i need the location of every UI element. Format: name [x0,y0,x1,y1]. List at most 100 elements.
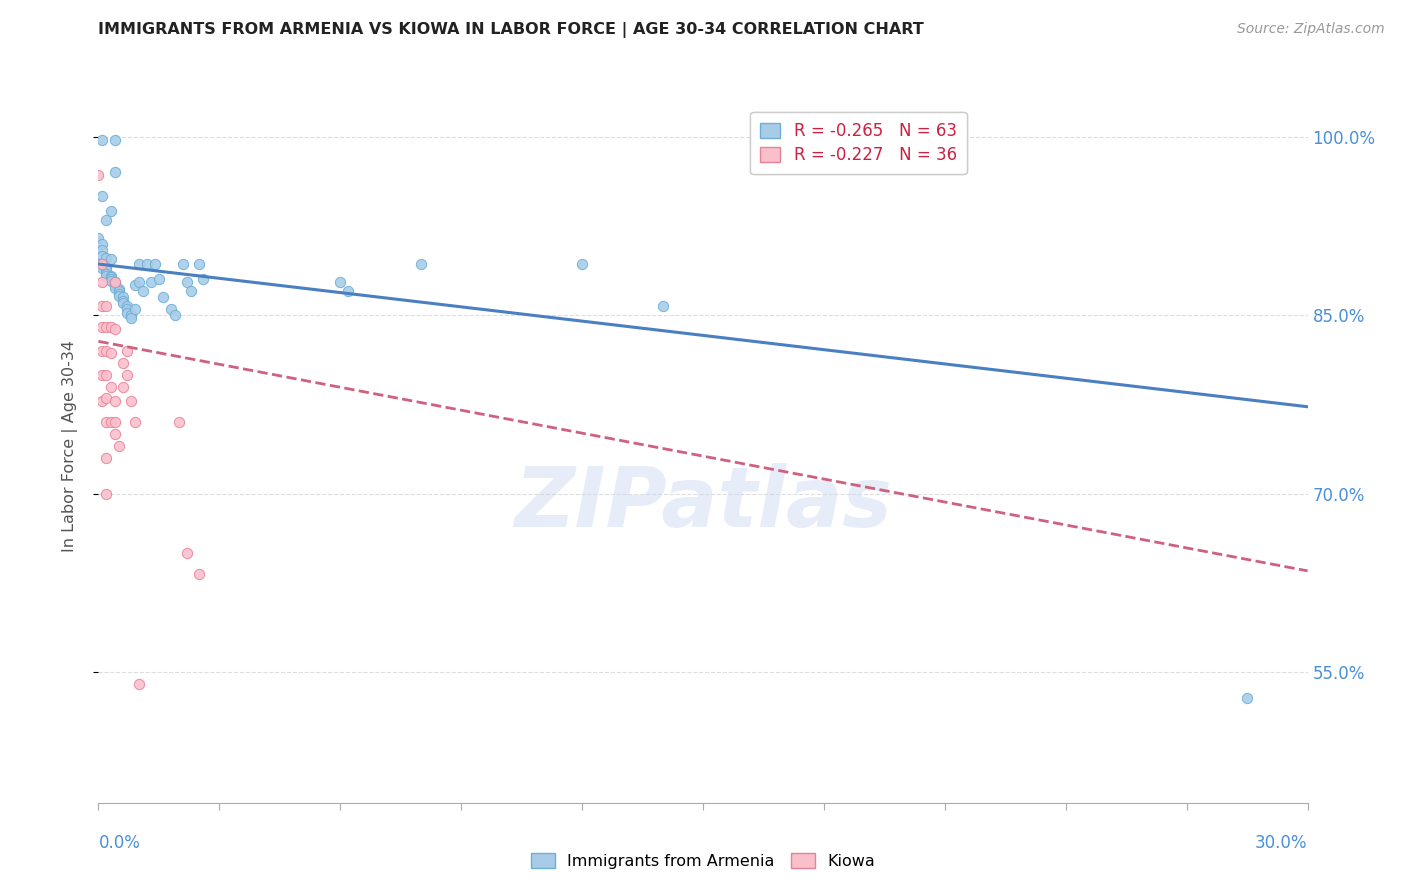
Point [111,296,134,310]
Point [87,257,110,271]
Text: 0.0%: 0.0% [98,834,141,852]
Point [107,286,129,301]
Point [329,275,352,289]
Point [188,257,211,271]
Point [172,257,194,271]
Point [100,320,122,334]
Point [188,567,211,582]
Point [96,415,118,429]
Point [91,260,114,275]
Point [91,299,114,313]
Point [103,281,125,295]
Point [176,546,198,560]
Point [1236,691,1258,706]
Point [96,486,118,500]
Point [111,379,134,393]
Point [103,393,125,408]
Point [115,306,138,320]
Point [96,368,118,382]
Point [124,278,146,293]
Point [96,260,118,275]
Legend: R = -0.265   N = 63, R = -0.227   N = 36: R = -0.265 N = 63, R = -0.227 N = 36 [751,112,967,175]
Point [651,299,673,313]
Point [87,231,110,245]
Point [139,275,162,289]
Point [103,278,125,293]
Point [96,450,118,465]
Point [135,257,157,271]
Point [128,677,150,691]
Point [115,302,138,317]
Point [100,274,122,288]
Text: 30.0%: 30.0% [1256,834,1308,852]
Point [96,251,118,265]
Point [91,368,114,382]
Point [91,343,114,358]
Point [111,356,134,370]
Point [96,392,118,406]
Point [124,415,146,429]
Point [91,275,114,289]
Text: Source: ZipAtlas.com: Source: ZipAtlas.com [1237,22,1385,37]
Point [87,168,110,182]
Point [115,343,138,358]
Point [96,343,118,358]
Point [152,290,174,304]
Point [107,285,129,299]
Point [100,268,122,283]
Point [128,257,150,271]
Text: IMMIGRANTS FROM ARMENIA VS KIOWA IN LABOR FORCE | AGE 30-34 CORRELATION CHART: IMMIGRANTS FROM ARMENIA VS KIOWA IN LABO… [98,22,924,38]
Point [91,133,114,147]
Point [96,268,118,283]
Point [91,257,114,271]
Point [193,272,215,286]
Point [124,302,146,317]
Point [96,320,118,334]
Point [111,293,134,308]
Point [91,257,114,271]
Point [91,393,114,408]
Point [103,322,125,336]
Point [103,165,125,179]
Point [100,272,122,286]
Point [107,282,129,296]
Legend: Immigrants from Armenia, Kiowa: Immigrants from Armenia, Kiowa [524,847,882,875]
Point [100,270,122,285]
Point [115,368,138,382]
Point [91,320,114,334]
Point [180,285,202,299]
Point [120,310,142,325]
Point [120,308,142,322]
Point [91,189,114,203]
Point [107,289,129,303]
Point [409,257,432,271]
Point [128,275,150,289]
Point [100,415,122,429]
Point [103,277,125,292]
Point [96,263,118,277]
Point [120,393,142,408]
Point [96,267,118,281]
Y-axis label: In Labor Force | Age 30-34: In Labor Force | Age 30-34 [62,340,77,552]
Point [96,299,118,313]
Point [160,302,183,317]
Text: ZIPatlas: ZIPatlas [515,463,891,543]
Point [103,415,125,429]
Point [100,379,122,393]
Point [100,203,122,218]
Point [115,299,138,313]
Point [167,415,190,429]
Point [103,275,125,289]
Point [96,213,118,227]
Point [91,243,114,257]
Point [100,252,122,267]
Point [163,308,186,322]
Point [103,427,125,442]
Point [91,249,114,263]
Point [103,275,125,289]
Point [111,290,134,304]
Point [91,258,114,272]
Point [107,439,129,453]
Point [132,285,155,299]
Point [337,285,360,299]
